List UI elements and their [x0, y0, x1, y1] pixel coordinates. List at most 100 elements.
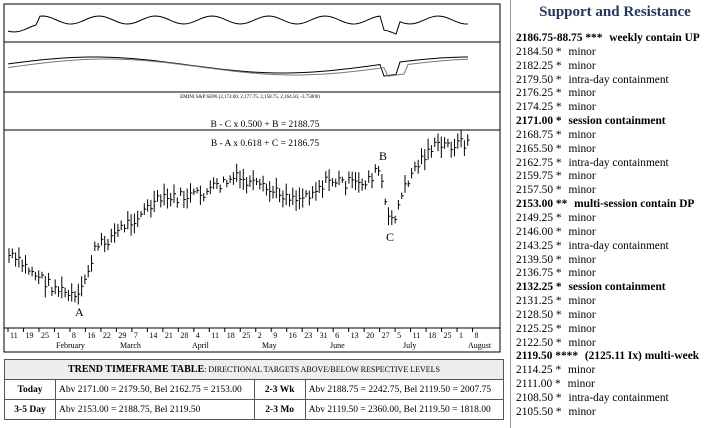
level-note: minor [568, 364, 596, 377]
date-label: 25 [41, 331, 49, 340]
level-price: 2143.25 [516, 239, 554, 252]
level-row: 2114.25 * minor [511, 364, 718, 378]
level-price: 2128.50 [516, 308, 554, 321]
date-label: 28 [180, 331, 188, 340]
level-note: minor [568, 211, 596, 224]
table-body: Today Abv 2171.00 = 2179.50, Bel 2162.75 … [4, 379, 505, 420]
level-marker: * [555, 253, 562, 266]
date-label: 1 [56, 331, 60, 340]
level-note: multi-session contain DP [574, 198, 695, 211]
month-label: February [56, 341, 85, 350]
month-label: March [120, 341, 141, 350]
level-row: 2105.50 * minor [511, 406, 718, 420]
date-label: 11 [413, 331, 421, 340]
level-marker: * [555, 59, 562, 72]
panel-title: Support and Resistance [539, 4, 691, 20]
date-label: 29 [118, 331, 126, 340]
timeframe: 2-3 Wk [253, 379, 306, 400]
date-label: 9 [273, 331, 277, 340]
date-label: 7 [134, 331, 138, 340]
level-marker: * [555, 391, 562, 404]
level-price: 2132.25 [516, 281, 554, 294]
date-label: 22 [103, 331, 111, 340]
level-price: 2165.50 [516, 142, 554, 155]
level-marker: * [555, 101, 562, 114]
level-note: minor [568, 170, 596, 183]
level-row: 2136.75 * minor [511, 267, 718, 281]
level-marker: * [555, 73, 562, 86]
level-marker: **** [555, 350, 579, 363]
chart-frame [3, 3, 501, 353]
date-label: 25 [444, 331, 452, 340]
level-row: 2157.50 * minor [511, 184, 718, 198]
level-price: 2146.00 [516, 225, 554, 238]
month-label: May [262, 341, 277, 350]
table-row: Today Abv 2171.00 = 2179.50, Bel 2162.75 … [4, 379, 505, 400]
level-note: minor [568, 87, 596, 100]
date-label: 21 [165, 331, 173, 340]
indicator-line [7, 58, 469, 77]
level-note: minor [568, 59, 596, 72]
date-label: 2 [258, 331, 262, 340]
point-label: B [379, 149, 387, 163]
levels-panel: Support and Resistance 2186.75-88.75 ***… [510, 0, 718, 428]
table-subtitle: : DIRECTIONAL TARGETS ABOVE/BELOW RESPEC… [204, 365, 440, 374]
level-marker: * [555, 239, 562, 252]
level-note: weekly contain UP [609, 32, 700, 44]
level-note: minor [568, 101, 596, 114]
table-cell: Abv 2119.50 = 2360.00, Bel 2119.50 = 181… [304, 399, 505, 420]
level-marker: * [555, 225, 562, 238]
date-label: 6 [335, 331, 339, 340]
level-row: 2131.25 * minor [511, 295, 718, 309]
level-price: 2174.25 [516, 101, 554, 114]
level-row: 2119.50 **** (2125.11 Ix) multi-week [511, 350, 718, 364]
date-label: 11 [211, 331, 219, 340]
date-label: 16 [289, 331, 297, 340]
level-row: 2132.25 * session containment [511, 281, 718, 295]
date-label: 23 [304, 331, 312, 340]
level-marker: * [555, 322, 562, 335]
date-label: 25 [242, 331, 250, 340]
level-price: 2186.75-88.75 [516, 32, 583, 44]
level-row: 2176.25 * minor [511, 87, 718, 101]
level-price: 2184.50 [516, 45, 554, 58]
level-row: 2125.25 * minor [511, 323, 718, 337]
level-row: 2186.75-88.75 *** weekly contain UP [511, 32, 718, 46]
level-marker: * [555, 142, 562, 155]
level-marker: * [555, 281, 562, 294]
date-label: 5 [397, 331, 401, 340]
date-label: 4 [196, 331, 200, 340]
level-note: minor [568, 295, 596, 308]
level-marker: * [555, 308, 562, 321]
date-label: 31 [320, 331, 328, 340]
level-price: 2179.50 [516, 73, 554, 86]
level-marker: * [555, 128, 562, 141]
level-note: (2125.11 Ix) multi-week [584, 350, 700, 363]
level-price: 2122.50 [516, 336, 554, 349]
month-label: June [330, 341, 345, 350]
timeframe: Today [4, 379, 56, 400]
level-marker: * [555, 378, 561, 391]
level-price: 2168.75 [516, 128, 554, 141]
level-note: minor [568, 142, 596, 155]
date-label: 27 [382, 331, 390, 340]
level-row: 2184.50 * minor [511, 46, 718, 60]
date-label: 1 [459, 331, 463, 340]
level-note: minor [567, 378, 595, 391]
trend-table: TREND TIMEFRAME TABLE: DIRECTIONAL TARGE… [4, 359, 505, 420]
level-price: 2105.50 [516, 405, 554, 418]
level-note: intra-day containment [568, 156, 669, 169]
point-label: C [386, 230, 394, 244]
level-row: 2165.50 * minor [511, 143, 718, 157]
level-note: intra-day containment [568, 391, 669, 404]
level-row: 2122.50 * minor [511, 337, 718, 351]
level-price: 2162.75 [516, 156, 554, 169]
level-price: 2139.50 [516, 253, 554, 266]
level-note: minor [568, 267, 596, 280]
table-title: TREND TIMEFRAME TABLE: DIRECTIONAL TARGE… [4, 359, 504, 380]
level-marker: * [555, 115, 562, 128]
levels-list: 2186.75-88.75 *** weekly contain UP 2184.… [511, 32, 718, 420]
level-note: minor [568, 184, 596, 197]
timeframe: 3-5 Day [4, 399, 56, 420]
